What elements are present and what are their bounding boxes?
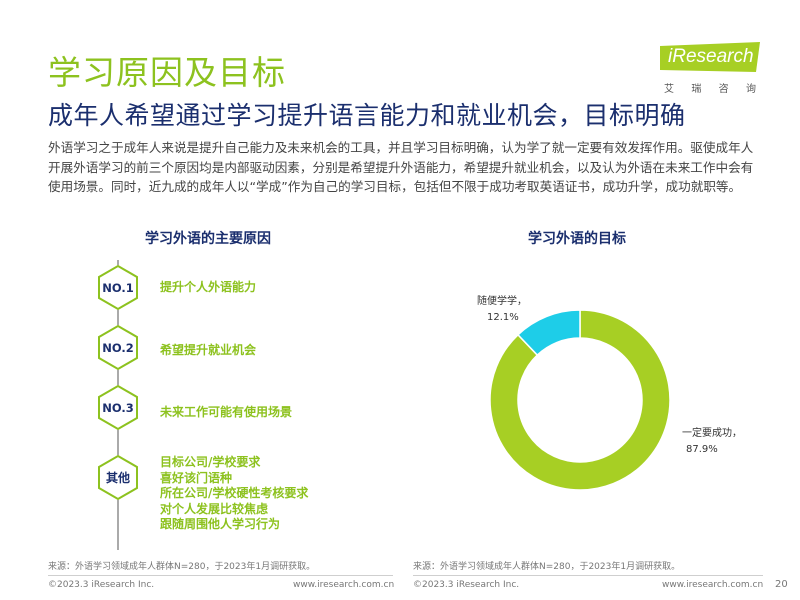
- right-footer-divider: [413, 575, 763, 576]
- left-footer-divider: [48, 575, 393, 576]
- hexagon-other: [98, 454, 138, 501]
- right-copyright: ©2023.3 iResearch Inc.: [413, 580, 520, 590]
- hexagon-no3: [98, 384, 138, 431]
- slice-label-casual-value: 12.1%: [487, 312, 519, 323]
- logo-char: 询: [745, 84, 756, 95]
- hexagon-no1: [98, 264, 138, 311]
- left-website: www.iresearch.com.cn: [293, 580, 395, 590]
- reasons-section-title: 学习外语的主要原因: [145, 231, 271, 247]
- slice-label-success-name: 一定要成功，: [682, 428, 742, 439]
- goals-donut-chart: [489, 309, 671, 491]
- other-reason-item: 喜好该门语种: [160, 470, 233, 485]
- badge-no3: NO.3: [102, 401, 134, 415]
- other-reasons-list: 目标公司/学校要求 喜好该门语种 所在公司/学校硬性考核要求 对个人发展比较焦虑…: [160, 455, 308, 533]
- logo-chinese-name: 艾 瑞 咨 询: [664, 80, 756, 95]
- goals-section-title: 学习外语的目标: [528, 231, 626, 247]
- page-number: 20: [775, 579, 788, 590]
- page-subtitle: 成年人希望通过学习提升语言能力和就业机会，目标明确: [48, 101, 686, 130]
- logo-badge-shape: [660, 42, 760, 72]
- reason-label-3: 未来工作可能有使用场景: [160, 405, 293, 419]
- other-reason-item: 跟随周围他人学习行为: [160, 517, 281, 531]
- other-reason-item: 目标公司/学校要求: [160, 455, 261, 469]
- badge-no2: NO.2: [102, 341, 134, 355]
- slice-label-casual: 随便学学， 12.1%: [477, 294, 527, 326]
- other-reason-item: 所在公司/学校硬性考核要求: [160, 486, 309, 500]
- slice-label-success: 一定要成功， 87.9%: [682, 426, 742, 458]
- slice-label-success-value: 87.9%: [686, 444, 718, 455]
- logo-char: 瑞: [691, 84, 702, 95]
- badge-no1: NO.1: [102, 281, 134, 295]
- reasons-timeline: NO.1 NO.2 NO.3 其他: [98, 260, 138, 550]
- logo-text: iResearch: [668, 46, 754, 67]
- logo-char: 咨: [718, 84, 729, 95]
- right-website: www.iresearch.com.cn: [662, 580, 764, 590]
- iresearch-logo: iResearch 艾 瑞 咨 询: [660, 42, 760, 100]
- right-source-note: 来源：外语学习领域成年人群体N=280，于2023年1月调研获取。: [413, 562, 681, 572]
- intro-paragraph: 外语学习之于成年人来说是提升自己能力及未来机会的工具，并且学习目标明确，认为学了…: [48, 140, 754, 194]
- other-reason-item: 对个人发展比较焦虑: [160, 501, 269, 516]
- donut-slice-0: [489, 309, 671, 491]
- reason-label-1: 提升个人外语能力: [160, 280, 257, 294]
- donut-slice-1: [516, 309, 581, 357]
- reason-label-2: 希望提升就业机会: [160, 343, 257, 357]
- badge-other: 其他: [106, 470, 130, 485]
- hexagon-no2: [98, 324, 138, 371]
- page-title: 学习原因及目标: [48, 53, 286, 92]
- left-copyright: ©2023.3 iResearch Inc.: [48, 580, 155, 590]
- slice-label-casual-name: 随便学学，: [477, 296, 527, 307]
- left-source-note: 来源：外语学习领域成年人群体N=280，于2023年1月调研获取。: [48, 562, 316, 572]
- logo-char: 艾: [664, 84, 674, 95]
